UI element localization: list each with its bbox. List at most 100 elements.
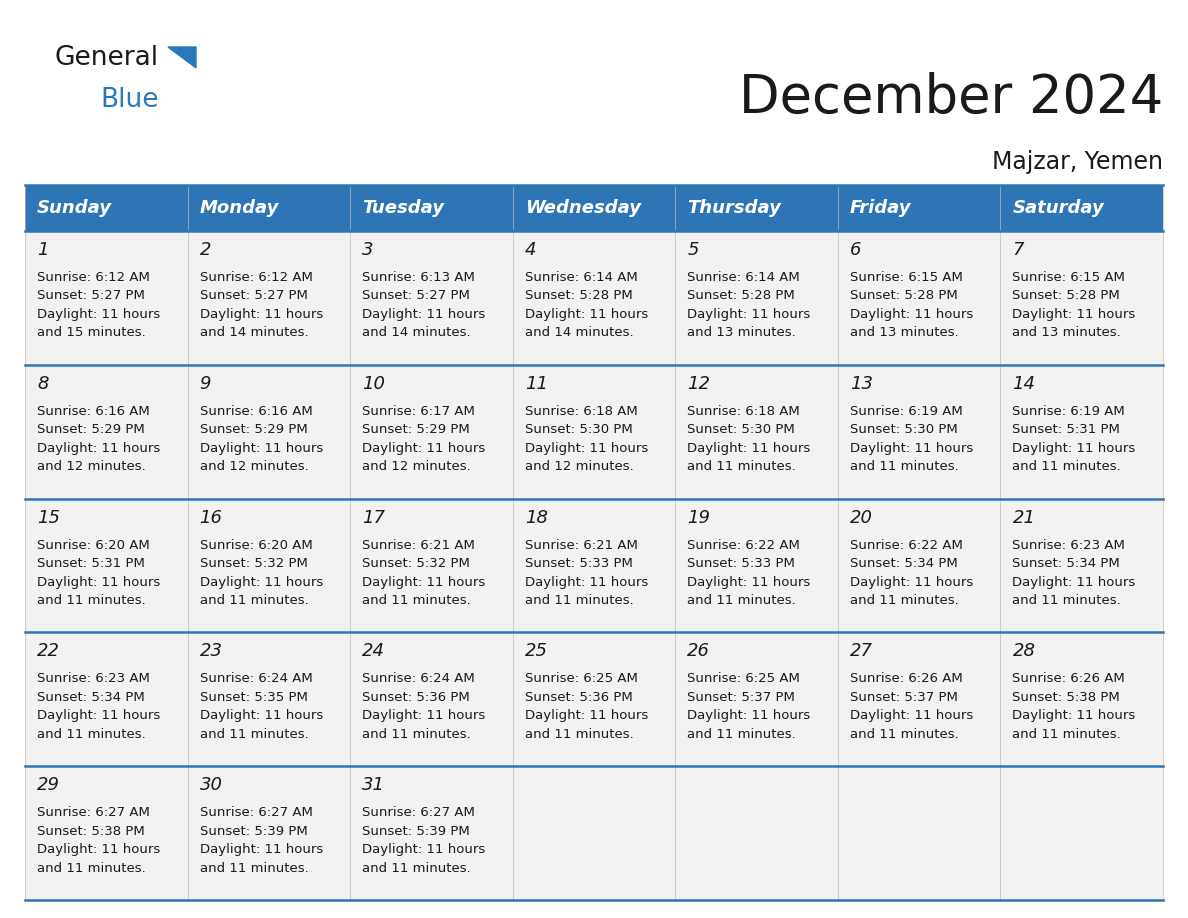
Text: Daylight: 11 hours: Daylight: 11 hours	[200, 576, 323, 588]
Text: Sunrise: 6:27 AM: Sunrise: 6:27 AM	[200, 806, 312, 819]
Text: Daylight: 11 hours: Daylight: 11 hours	[1012, 308, 1136, 321]
Bar	[1000, 364, 1163, 498]
Text: and 11 minutes.: and 11 minutes.	[1012, 594, 1121, 607]
Text: 21: 21	[1012, 509, 1036, 527]
Text: Sunday: Sunday	[37, 199, 112, 217]
Bar	[188, 633, 350, 767]
Text: Sunset: 5:31 PM: Sunset: 5:31 PM	[1012, 423, 1120, 436]
Bar	[188, 498, 350, 633]
Text: Sunset: 5:38 PM: Sunset: 5:38 PM	[37, 824, 145, 838]
Text: Sunrise: 6:23 AM: Sunrise: 6:23 AM	[37, 672, 150, 686]
Text: and 11 minutes.: and 11 minutes.	[37, 862, 146, 875]
Bar	[25, 231, 188, 364]
Text: Daylight: 11 hours: Daylight: 11 hours	[200, 844, 323, 856]
Text: Sunset: 5:36 PM: Sunset: 5:36 PM	[362, 691, 470, 704]
Text: 12: 12	[688, 375, 710, 393]
Text: Daylight: 11 hours: Daylight: 11 hours	[849, 710, 973, 722]
Bar	[513, 231, 675, 364]
Text: Saturday: Saturday	[1012, 199, 1104, 217]
Text: Daylight: 11 hours: Daylight: 11 hours	[525, 576, 647, 588]
Text: Daylight: 11 hours: Daylight: 11 hours	[1012, 442, 1136, 454]
Text: 2: 2	[200, 241, 211, 259]
Bar	[1000, 767, 1163, 900]
Text: and 14 minutes.: and 14 minutes.	[200, 327, 308, 340]
Text: and 11 minutes.: and 11 minutes.	[1012, 728, 1121, 741]
Bar	[838, 767, 1000, 900]
Text: and 13 minutes.: and 13 minutes.	[1012, 327, 1121, 340]
Bar	[1000, 633, 1163, 767]
Text: and 11 minutes.: and 11 minutes.	[849, 728, 959, 741]
Text: Sunset: 5:36 PM: Sunset: 5:36 PM	[525, 691, 632, 704]
Bar	[513, 633, 675, 767]
Text: 7: 7	[1012, 241, 1024, 259]
Text: 28: 28	[1012, 643, 1036, 660]
Text: and 11 minutes.: and 11 minutes.	[200, 728, 309, 741]
Bar	[25, 498, 188, 633]
Bar	[350, 633, 513, 767]
Text: Sunrise: 6:20 AM: Sunrise: 6:20 AM	[200, 539, 312, 552]
Bar	[25, 364, 188, 498]
Text: Sunrise: 6:25 AM: Sunrise: 6:25 AM	[525, 672, 638, 686]
Text: 30: 30	[200, 777, 222, 794]
Text: Sunrise: 6:26 AM: Sunrise: 6:26 AM	[849, 672, 962, 686]
Text: 29: 29	[37, 777, 61, 794]
Text: Daylight: 11 hours: Daylight: 11 hours	[688, 710, 810, 722]
Text: and 11 minutes.: and 11 minutes.	[362, 728, 470, 741]
Text: Daylight: 11 hours: Daylight: 11 hours	[37, 844, 160, 856]
Text: Daylight: 11 hours: Daylight: 11 hours	[688, 308, 810, 321]
Text: 11: 11	[525, 375, 548, 393]
Text: Sunrise: 6:21 AM: Sunrise: 6:21 AM	[525, 539, 638, 552]
Text: Sunset: 5:27 PM: Sunset: 5:27 PM	[362, 289, 470, 303]
Text: 5: 5	[688, 241, 699, 259]
Text: 25: 25	[525, 643, 548, 660]
Text: 18: 18	[525, 509, 548, 527]
Text: Sunrise: 6:19 AM: Sunrise: 6:19 AM	[1012, 405, 1125, 418]
Text: 23: 23	[200, 643, 222, 660]
Text: 17: 17	[362, 509, 385, 527]
Text: Sunrise: 6:18 AM: Sunrise: 6:18 AM	[525, 405, 638, 418]
Text: and 11 minutes.: and 11 minutes.	[200, 862, 309, 875]
Text: Daylight: 11 hours: Daylight: 11 hours	[362, 576, 486, 588]
Text: Sunset: 5:30 PM: Sunset: 5:30 PM	[849, 423, 958, 436]
Bar	[350, 364, 513, 498]
Text: Sunrise: 6:15 AM: Sunrise: 6:15 AM	[1012, 271, 1125, 284]
Bar	[675, 185, 838, 231]
Text: Daylight: 11 hours: Daylight: 11 hours	[200, 308, 323, 321]
Text: 31: 31	[362, 777, 385, 794]
Text: Sunset: 5:29 PM: Sunset: 5:29 PM	[362, 423, 470, 436]
Text: Sunset: 5:34 PM: Sunset: 5:34 PM	[37, 691, 145, 704]
Text: 27: 27	[849, 643, 873, 660]
Text: Blue: Blue	[100, 87, 158, 113]
Text: 14: 14	[1012, 375, 1036, 393]
Text: Sunrise: 6:12 AM: Sunrise: 6:12 AM	[37, 271, 150, 284]
Text: Sunrise: 6:19 AM: Sunrise: 6:19 AM	[849, 405, 962, 418]
Text: and 11 minutes.: and 11 minutes.	[849, 460, 959, 474]
Text: 3: 3	[362, 241, 374, 259]
Text: and 11 minutes.: and 11 minutes.	[525, 728, 633, 741]
Text: Daylight: 11 hours: Daylight: 11 hours	[688, 576, 810, 588]
Text: Daylight: 11 hours: Daylight: 11 hours	[200, 442, 323, 454]
Text: Sunrise: 6:24 AM: Sunrise: 6:24 AM	[200, 672, 312, 686]
Bar	[1000, 231, 1163, 364]
Text: Sunset: 5:33 PM: Sunset: 5:33 PM	[525, 557, 632, 570]
Text: Daylight: 11 hours: Daylight: 11 hours	[362, 442, 486, 454]
Bar	[350, 767, 513, 900]
Text: and 11 minutes.: and 11 minutes.	[525, 594, 633, 607]
Bar	[188, 364, 350, 498]
Text: Daylight: 11 hours: Daylight: 11 hours	[362, 844, 486, 856]
Bar	[513, 185, 675, 231]
Text: Sunset: 5:27 PM: Sunset: 5:27 PM	[37, 289, 145, 303]
Text: and 12 minutes.: and 12 minutes.	[200, 460, 309, 474]
Text: Sunrise: 6:14 AM: Sunrise: 6:14 AM	[525, 271, 638, 284]
Bar	[1000, 498, 1163, 633]
Text: Sunset: 5:34 PM: Sunset: 5:34 PM	[849, 557, 958, 570]
Bar	[1000, 185, 1163, 231]
Text: and 12 minutes.: and 12 minutes.	[37, 460, 146, 474]
Bar	[513, 767, 675, 900]
Text: Sunset: 5:28 PM: Sunset: 5:28 PM	[1012, 289, 1120, 303]
Bar	[675, 498, 838, 633]
Text: and 11 minutes.: and 11 minutes.	[1012, 460, 1121, 474]
Text: Sunset: 5:37 PM: Sunset: 5:37 PM	[688, 691, 795, 704]
Text: Sunset: 5:38 PM: Sunset: 5:38 PM	[1012, 691, 1120, 704]
Text: Sunrise: 6:21 AM: Sunrise: 6:21 AM	[362, 539, 475, 552]
